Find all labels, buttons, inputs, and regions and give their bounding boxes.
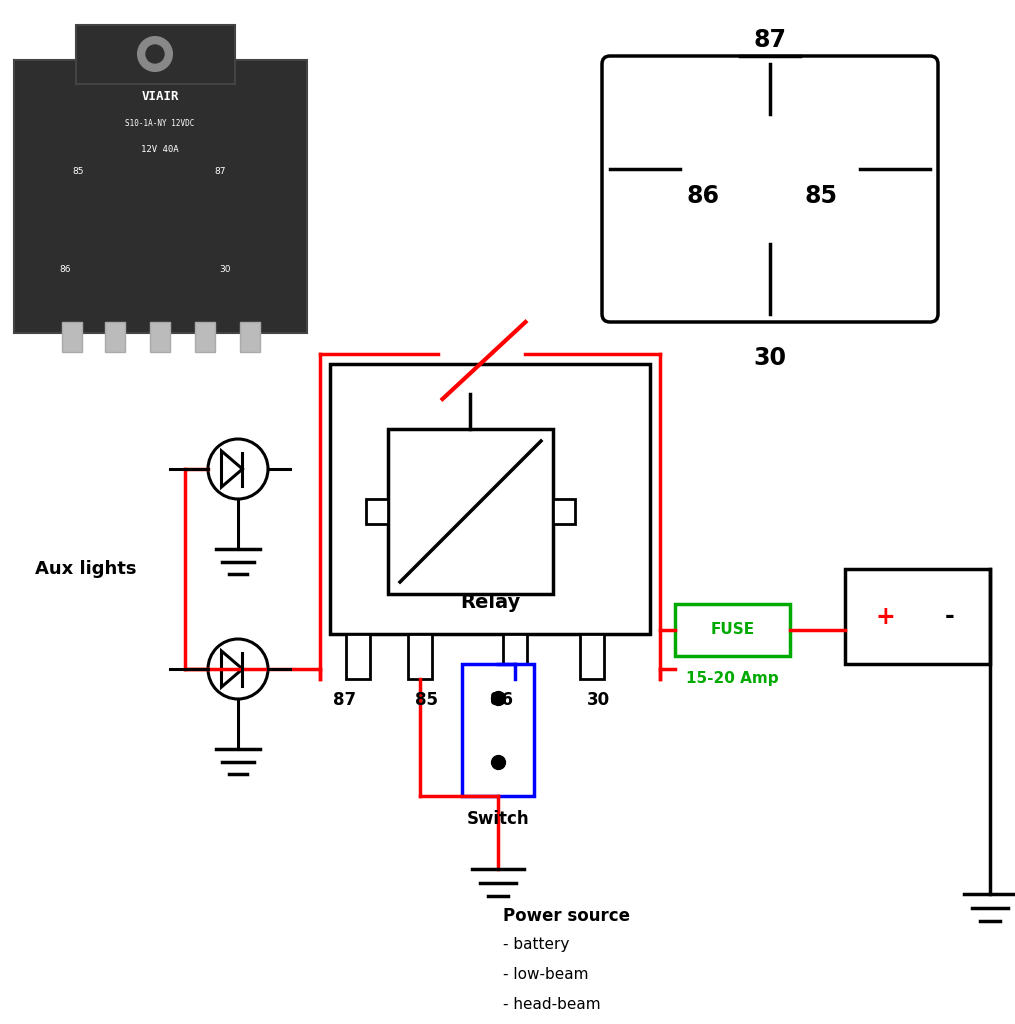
Text: 12V 40A: 12V 40A (141, 144, 179, 154)
Bar (503, 634, 527, 679)
Circle shape (138, 37, 172, 71)
Text: - battery: - battery (503, 937, 569, 952)
FancyBboxPatch shape (602, 56, 938, 322)
Bar (195, 322, 215, 352)
Bar (845, 569, 990, 664)
Circle shape (146, 45, 164, 63)
Text: -: - (945, 604, 954, 629)
Text: Switch: Switch (467, 810, 529, 828)
Text: VIAIR: VIAIR (141, 89, 179, 102)
Bar (150, 322, 170, 352)
Text: +: + (876, 604, 895, 629)
Bar (408, 634, 432, 679)
Bar (675, 604, 790, 656)
Text: 30: 30 (587, 691, 610, 709)
Text: Power source: Power source (503, 907, 630, 925)
Bar (346, 634, 370, 679)
Text: 30: 30 (753, 346, 787, 370)
Text: 85: 85 (415, 691, 438, 709)
Text: 86: 86 (59, 264, 71, 273)
Text: 86: 86 (490, 691, 513, 709)
Text: FUSE: FUSE (710, 623, 754, 638)
Bar (240, 322, 260, 352)
Text: 87: 87 (333, 691, 356, 709)
Bar (330, 364, 650, 634)
Text: 85: 85 (72, 168, 84, 176)
Bar (62, 322, 82, 352)
Bar (366, 499, 388, 524)
Text: - low-beam: - low-beam (503, 967, 589, 982)
FancyBboxPatch shape (76, 25, 235, 84)
Text: 87: 87 (214, 168, 225, 176)
Bar (388, 429, 553, 594)
Text: 85: 85 (805, 184, 837, 208)
Text: Aux lights: Aux lights (35, 560, 136, 578)
Bar (462, 664, 534, 796)
Text: 86: 86 (687, 184, 720, 208)
Bar (553, 499, 576, 524)
Text: S10-1A-NY 12VDC: S10-1A-NY 12VDC (125, 120, 195, 128)
Text: 87: 87 (753, 28, 787, 52)
Bar (580, 634, 604, 679)
Bar (105, 322, 125, 352)
Text: 30: 30 (219, 264, 230, 273)
FancyBboxPatch shape (14, 60, 307, 333)
Text: Relay: Relay (460, 593, 520, 612)
Text: 15-20 Amp: 15-20 Amp (686, 671, 779, 686)
Text: - head-beam: - head-beam (503, 997, 601, 1012)
